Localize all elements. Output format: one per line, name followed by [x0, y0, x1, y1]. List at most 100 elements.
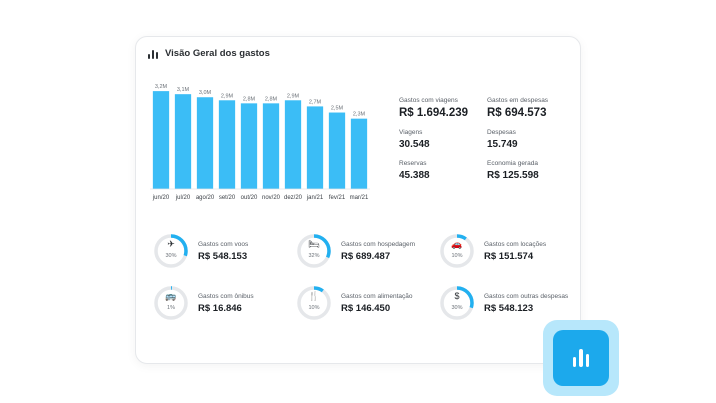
- category-item[interactable]: 🚗 10% Gastos com locações R$ 151.574: [439, 233, 546, 269]
- ring-chart: [440, 286, 474, 320]
- category-item[interactable]: 🍴 10% Gastos com alimentação R$ 146.450: [296, 285, 413, 321]
- category-text: Gastos com ônibus R$ 16.846: [198, 293, 254, 314]
- stat-label: Viagens: [399, 129, 423, 136]
- spending-overview-card: Visão Geral dos gastos 3,2M jun/20 3,1M jul…: [135, 36, 581, 364]
- data-label-dez/20: 2,9M: [287, 93, 300, 99]
- data-label-jul/20: 3,1M: [177, 87, 190, 93]
- ring-percent: 30%: [165, 253, 177, 259]
- category-value: R$ 151.574: [484, 250, 534, 262]
- category-value: R$ 548.153: [198, 250, 248, 262]
- monthly-spending-chart: 3,2M jun/20 3,1M jul/20 3,0M ago/20 2,9M set/20…: [146, 79, 376, 209]
- stat-value: 30.548: [399, 139, 430, 150]
- ring-fill: [440, 286, 474, 320]
- card-title: Visão Geral dos gastos: [165, 48, 270, 59]
- stat-label: Economia gerada: [487, 160, 538, 167]
- card-header: Visão Geral dos gastos: [148, 48, 270, 59]
- category-label: Gastos com locações: [484, 240, 547, 248]
- percentage-ring: 🚌 1%: [153, 285, 189, 321]
- tick-label-fev/21: fev/21: [329, 195, 346, 201]
- car-icon: 🚗: [451, 239, 463, 249]
- tick-label-set/20: set/20: [219, 195, 236, 201]
- bar-dez/20[interactable]: [284, 100, 302, 189]
- stat-label: Gastos em despesas: [487, 97, 549, 104]
- category-label: Gastos com alimentação: [341, 292, 413, 300]
- bar-jun/20[interactable]: [152, 91, 170, 189]
- category-value: R$ 16.846: [198, 302, 242, 314]
- stat-item: Despesas 15.749: [487, 129, 575, 150]
- stat-item: Gastos com viagens R$ 1.694.239: [399, 97, 487, 119]
- bar-jan/21[interactable]: [306, 106, 324, 189]
- category-label: Gastos com ônibus: [198, 292, 254, 300]
- category-text: Gastos com voos R$ 548.153: [198, 241, 248, 262]
- bar-jul/20[interactable]: [174, 94, 192, 189]
- data-label-out/20: 2,8M: [243, 96, 256, 102]
- stat-value: R$ 694.573: [487, 107, 547, 119]
- ring-percent: 30%: [451, 305, 463, 311]
- tick-label-mar/21: mar/21: [350, 195, 369, 201]
- category-label: Gastos com hospedagem: [341, 240, 416, 248]
- ring-chart: [154, 234, 188, 268]
- airplane-icon: ✈: [167, 239, 175, 249]
- spending-categories: ✈ 30% Gastos com voos R$ 548.153 🛏 32% Gastos …: [153, 233, 573, 353]
- cutlery-icon: 🍴: [308, 291, 320, 301]
- ring-fill: [154, 234, 188, 268]
- category-value: R$ 689.487: [341, 250, 391, 262]
- bar-chart: 3,2M jun/20 3,1M jul/20 3,0M ago/20 2,9M set/20…: [150, 84, 370, 201]
- data-label-jun/20: 3,2M: [155, 84, 168, 90]
- category-item[interactable]: $30% Gastos com outras despesas R$ 548.123: [439, 285, 568, 321]
- stat-value: R$ 125.598: [487, 170, 539, 181]
- stat-item: Gastos em despesas R$ 694.573: [487, 97, 575, 119]
- ring-fill: [297, 234, 331, 268]
- ring-chart: [297, 286, 331, 320]
- data-label-set/20: 2,9M: [221, 93, 234, 99]
- tick-label-jul/20: jul/20: [175, 195, 191, 201]
- stat-value: 45.388: [399, 170, 430, 181]
- stat-label: Reservas: [399, 160, 427, 167]
- ring-percent: 1%: [167, 305, 175, 311]
- data-label-jan/21: 2,7M: [309, 99, 322, 105]
- tick-label-nov/20: nov/20: [262, 195, 281, 201]
- tick-label-out/20: out/20: [241, 195, 258, 201]
- category-text: Gastos com locações R$ 151.574: [484, 241, 546, 262]
- tick-label-dez/20: dez/20: [284, 195, 303, 201]
- percentage-ring: 🚗 10%: [439, 233, 475, 269]
- ring-percent: 10%: [308, 305, 320, 311]
- bar-set/20[interactable]: [218, 100, 236, 189]
- category-item[interactable]: 🚌 1% Gastos com ônibus R$ 16.846: [153, 285, 254, 321]
- bar-fev/21[interactable]: [328, 112, 346, 189]
- percentage-ring: 🍴 10%: [296, 285, 332, 321]
- bus-icon: 🚌: [165, 291, 177, 301]
- data-label-mar/21: 2,3M: [353, 112, 366, 118]
- data-label-fev/21: 2,5M: [331, 106, 344, 112]
- bar-nov/20[interactable]: [262, 103, 280, 189]
- summary-stats: Gastos com viagens R$ 1.694.239 Gastos em …: [399, 97, 579, 181]
- analytics-badge: [543, 320, 619, 396]
- tick-label-ago/20: ago/20: [196, 195, 215, 201]
- ring-chart: [440, 234, 474, 268]
- stat-item: Economia gerada R$ 125.598: [487, 160, 575, 181]
- bar-chart-icon: [148, 49, 158, 59]
- bar-chart-icon: [572, 349, 590, 367]
- stat-label: Despesas: [487, 129, 516, 136]
- category-text: Gastos com alimentação R$ 146.450: [341, 293, 413, 314]
- category-value: R$ 548.123: [484, 302, 534, 314]
- percentage-ring: ✈ 30%: [153, 233, 189, 269]
- category-label: Gastos com voos: [198, 240, 249, 248]
- stat-value: R$ 1.694.239: [399, 107, 469, 119]
- ring-percent: 32%: [308, 253, 320, 259]
- category-item[interactable]: 🛏 32% Gastos com hospedagem R$ 689.487: [296, 233, 415, 269]
- data-label-nov/20: 2,8M: [265, 96, 278, 102]
- category-text: Gastos com outras despesas R$ 548.123: [484, 293, 568, 314]
- bar-ago/20[interactable]: [196, 97, 214, 189]
- bed-icon: 🛏: [308, 239, 320, 249]
- bar-mar/21[interactable]: [350, 118, 368, 189]
- ring-fill: [440, 234, 474, 268]
- ring-fill: [297, 286, 331, 320]
- category-label: Gastos com outras despesas: [484, 292, 569, 300]
- category-text: Gastos com hospedagem R$ 689.487: [341, 241, 415, 262]
- stat-value: 15.749: [487, 139, 518, 150]
- data-label-ago/20: 3,0M: [199, 90, 212, 96]
- ring-chart: [154, 286, 188, 320]
- bar-out/20[interactable]: [240, 103, 258, 189]
- category-item[interactable]: ✈ 30% Gastos com voos R$ 548.153: [153, 233, 248, 269]
